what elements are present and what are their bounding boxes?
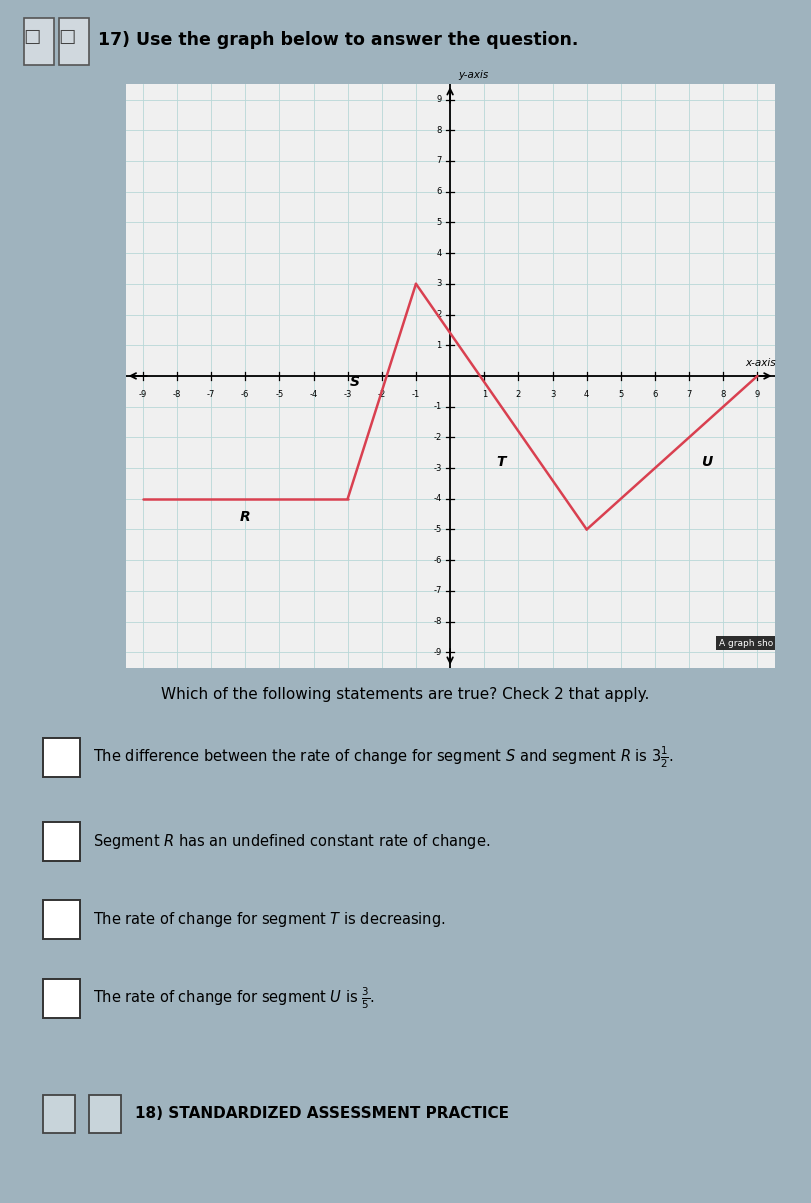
Text: 9: 9	[755, 390, 760, 398]
Text: -1: -1	[433, 402, 441, 411]
Text: Which of the following statements are true? Check 2 that apply.: Which of the following statements are tr…	[161, 687, 650, 701]
Text: Segment $R$ has an undefined constant rate of change.: Segment $R$ has an undefined constant ra…	[93, 831, 490, 851]
FancyBboxPatch shape	[59, 18, 88, 65]
Text: -8: -8	[173, 390, 181, 398]
Text: 4: 4	[436, 249, 441, 257]
Text: T: T	[496, 455, 506, 469]
Text: -8: -8	[433, 617, 441, 626]
Text: 7: 7	[686, 390, 692, 398]
Text: 4: 4	[584, 390, 590, 398]
Text: 1: 1	[436, 340, 441, 350]
Text: 2: 2	[436, 310, 441, 319]
Text: -4: -4	[309, 390, 318, 398]
Text: 7: 7	[436, 156, 441, 166]
Text: ☐: ☐	[23, 29, 41, 48]
Text: ☐: ☐	[58, 29, 75, 48]
Text: -3: -3	[433, 463, 441, 473]
Text: U: U	[701, 455, 712, 469]
Bar	[43, 822, 80, 861]
Text: -5: -5	[275, 390, 284, 398]
Text: -7: -7	[433, 586, 441, 595]
Text: 2: 2	[516, 390, 521, 398]
Text: -2: -2	[378, 390, 386, 398]
Text: 18) STANDARDIZED ASSESSMENT PRACTICE: 18) STANDARDIZED ASSESSMENT PRACTICE	[135, 1106, 508, 1121]
Bar	[43, 900, 80, 940]
Bar	[89, 1096, 121, 1133]
Text: 17) Use the graph below to answer the question.: 17) Use the graph below to answer the qu…	[98, 31, 578, 49]
Text: -6: -6	[241, 390, 250, 398]
Text: The rate of change for segment $U$ is $\frac{3}{5}$.: The rate of change for segment $U$ is $\…	[93, 985, 375, 1011]
Text: R: R	[240, 510, 251, 525]
Text: 6: 6	[652, 390, 658, 398]
Text: 9: 9	[436, 95, 441, 105]
Text: -9: -9	[433, 647, 441, 657]
Text: 5: 5	[618, 390, 624, 398]
Text: The difference between the rate of change for segment $S$ and segment $R$ is $3\: The difference between the rate of chang…	[93, 745, 674, 770]
Text: The rate of change for segment $T$ is decreasing.: The rate of change for segment $T$ is de…	[93, 911, 445, 929]
Text: 8: 8	[721, 390, 726, 398]
Text: 8: 8	[436, 126, 441, 135]
Text: -1: -1	[412, 390, 420, 398]
Text: A graph sho: A graph sho	[719, 639, 773, 647]
Bar	[43, 737, 80, 777]
Text: S: S	[350, 375, 359, 389]
Text: y-axis: y-axis	[459, 70, 489, 79]
Text: -6: -6	[433, 556, 441, 564]
Text: 1: 1	[482, 390, 487, 398]
Text: -4: -4	[433, 494, 441, 503]
Text: 3: 3	[436, 279, 441, 289]
Text: -2: -2	[433, 433, 441, 442]
Text: -9: -9	[139, 390, 147, 398]
FancyBboxPatch shape	[24, 18, 54, 65]
Bar	[43, 978, 80, 1018]
Bar	[43, 1096, 75, 1133]
Text: 6: 6	[436, 188, 441, 196]
Text: -7: -7	[207, 390, 215, 398]
Text: -3: -3	[344, 390, 352, 398]
Text: 3: 3	[550, 390, 556, 398]
Text: 5: 5	[436, 218, 441, 227]
Text: -5: -5	[433, 525, 441, 534]
Text: x-axis: x-axis	[745, 358, 776, 368]
